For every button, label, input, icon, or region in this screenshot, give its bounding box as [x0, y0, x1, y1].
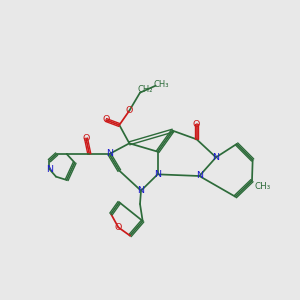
Text: CH₂: CH₂: [138, 85, 153, 94]
Text: CH₃: CH₃: [154, 80, 170, 89]
Text: N: N: [106, 149, 113, 158]
Text: N: N: [212, 153, 220, 162]
Text: N: N: [137, 186, 145, 195]
Text: CH₃: CH₃: [254, 182, 271, 190]
Text: O: O: [126, 106, 133, 115]
Text: O: O: [82, 134, 90, 143]
Text: O: O: [115, 223, 122, 232]
Text: O: O: [193, 120, 200, 129]
Text: N: N: [196, 172, 203, 181]
Text: N: N: [46, 164, 53, 173]
Text: N: N: [154, 170, 161, 179]
Text: O: O: [102, 116, 110, 124]
